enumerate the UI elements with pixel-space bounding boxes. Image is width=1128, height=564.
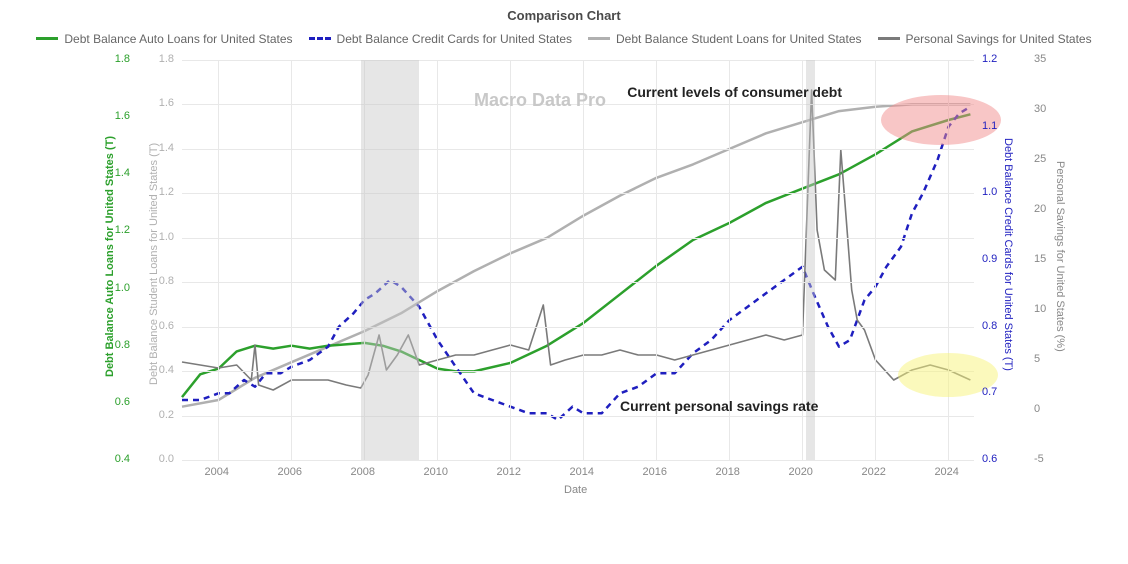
- y-tick-label-auto: 1.2: [115, 224, 130, 236]
- recession-band: [361, 60, 419, 460]
- legend-swatch: [588, 37, 610, 40]
- y-tick-label-credit: 0.7: [982, 386, 997, 398]
- legend-item[interactable]: Personal Savings for United States: [878, 32, 1092, 46]
- y-tick-label-auto: 0.8: [115, 339, 130, 351]
- y-tick-label-student: 0.2: [159, 409, 174, 421]
- y-tick-label-student: 1.2: [159, 186, 174, 198]
- legend-swatch: [309, 37, 331, 40]
- gridline-v: [875, 60, 876, 460]
- annotation: Current personal savings rate: [620, 398, 818, 414]
- gridline-h: [182, 460, 974, 461]
- y-axis-title-credit: Debt Balance Credit Cards for United Sta…: [1002, 138, 1014, 371]
- x-tick-label: 2006: [277, 466, 301, 478]
- y-tick-label-auto: 1.4: [115, 167, 130, 179]
- legend-item[interactable]: Debt Balance Auto Loans for United State…: [36, 32, 292, 46]
- gridline-h: [182, 104, 974, 105]
- chart-area: Macro Data ProCurrent levels of consumer…: [118, 60, 1038, 500]
- x-tick-label: 2020: [788, 466, 812, 478]
- y-tick-label-savings: 5: [1034, 353, 1040, 365]
- y-tick-label-savings: 15: [1034, 253, 1046, 265]
- y-tick-label-auto: 1.6: [115, 110, 130, 122]
- y-tick-label-student: 1.8: [159, 53, 174, 65]
- gridline-h: [182, 149, 974, 150]
- y-tick-label-student: 0.4: [159, 364, 174, 376]
- gridline-h: [182, 282, 974, 283]
- y-tick-label-credit: 1.2: [982, 53, 997, 65]
- y-tick-label-auto: 0.4: [115, 453, 130, 465]
- y-tick-label-student: 1.6: [159, 97, 174, 109]
- legend-swatch: [878, 37, 900, 40]
- y-tick-label-savings: 35: [1034, 53, 1046, 65]
- x-axis-title: Date: [564, 484, 587, 496]
- y-tick-label-savings: 25: [1034, 153, 1046, 165]
- gridline-h: [182, 327, 974, 328]
- y-tick-label-student: 0.6: [159, 320, 174, 332]
- legend-label: Personal Savings for United States: [906, 32, 1092, 46]
- x-tick-label: 2016: [642, 466, 666, 478]
- gridline-v: [291, 60, 292, 460]
- chart-wrap: Comparison Chart Debt Balance Auto Loans…: [0, 0, 1128, 564]
- y-tick-label-student: 1.0: [159, 231, 174, 243]
- legend-label: Debt Balance Student Loans for United St…: [616, 32, 862, 46]
- gridline-h: [182, 60, 974, 61]
- y-tick-label-auto: 0.6: [115, 396, 130, 408]
- y-tick-label-credit: 0.9: [982, 253, 997, 265]
- y-tick-label-savings: 20: [1034, 203, 1046, 215]
- gridline-v: [583, 60, 584, 460]
- legend-label: Debt Balance Auto Loans for United State…: [64, 32, 292, 46]
- gridline-v: [218, 60, 219, 460]
- series-credit[interactable]: [182, 107, 970, 420]
- x-tick-label: 2010: [423, 466, 447, 478]
- chart-title: Comparison Chart: [0, 0, 1128, 23]
- legend-item[interactable]: Debt Balance Student Loans for United St…: [588, 32, 862, 46]
- legend-label: Debt Balance Credit Cards for United Sta…: [337, 32, 572, 46]
- y-tick-label-student: 1.4: [159, 142, 174, 154]
- series-savings[interactable]: [182, 90, 970, 390]
- gridline-h: [182, 193, 974, 194]
- x-tick-label: 2018: [715, 466, 739, 478]
- y-tick-label-savings: 30: [1034, 103, 1046, 115]
- gridline-h: [182, 416, 974, 417]
- gridline-v: [437, 60, 438, 460]
- y-tick-label-auto: 1.8: [115, 53, 130, 65]
- legend-item[interactable]: Debt Balance Credit Cards for United Sta…: [309, 32, 572, 46]
- gridline-h: [182, 371, 974, 372]
- x-tick-label: 2024: [934, 466, 958, 478]
- y-tick-label-savings: -5: [1034, 453, 1044, 465]
- x-tick-label: 2022: [861, 466, 885, 478]
- y-tick-label-savings: 0: [1034, 403, 1040, 415]
- y-tick-label-student: 0.0: [159, 453, 174, 465]
- legend: Debt Balance Auto Loans for United State…: [0, 29, 1128, 46]
- x-tick-label: 2014: [569, 466, 593, 478]
- y-axis-title-savings: Personal Savings for United States (%): [1054, 161, 1066, 352]
- y-tick-label-credit: 1.1: [982, 120, 997, 132]
- gridline-v: [510, 60, 511, 460]
- x-tick-label: 2008: [350, 466, 374, 478]
- legend-swatch: [36, 37, 58, 40]
- gridline-h: [182, 238, 974, 239]
- plot-svg: [182, 60, 974, 460]
- x-tick-label: 2012: [496, 466, 520, 478]
- y-tick-label-savings: 10: [1034, 303, 1046, 315]
- x-tick-label: 2004: [204, 466, 228, 478]
- y-tick-label-credit: 1.0: [982, 186, 997, 198]
- plot: Macro Data ProCurrent levels of consumer…: [182, 60, 974, 460]
- y-tick-label-credit: 0.6: [982, 453, 997, 465]
- series-auto[interactable]: [182, 114, 970, 397]
- annotation: Current levels of consumer debt: [627, 84, 842, 100]
- y-tick-label-auto: 1.0: [115, 282, 130, 294]
- y-tick-label-credit: 0.8: [982, 320, 997, 332]
- y-tick-label-student: 0.8: [159, 275, 174, 287]
